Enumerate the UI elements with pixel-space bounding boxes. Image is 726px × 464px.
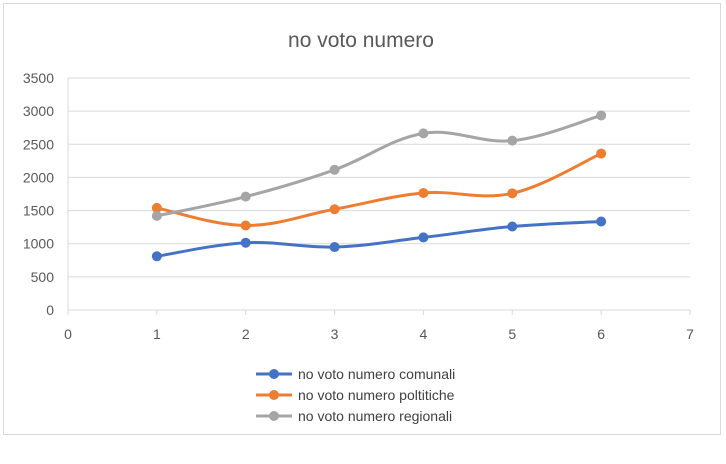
x-tick-label: 5	[508, 326, 516, 342]
data-point	[418, 188, 429, 199]
legend-swatch-marker	[269, 390, 279, 400]
y-tick-label: 0	[46, 302, 54, 318]
data-point	[596, 216, 607, 227]
data-point	[329, 242, 340, 253]
data-point	[507, 221, 518, 232]
data-point	[507, 135, 518, 146]
series-line	[155, 220, 603, 258]
x-tick-label: 0	[64, 326, 72, 342]
series-2	[151, 148, 607, 231]
legend-item: no voto numero poltitiche	[256, 387, 455, 403]
data-point	[151, 210, 162, 221]
data-point	[329, 164, 340, 175]
data-point	[418, 128, 429, 139]
data-point	[418, 232, 429, 243]
y-tick-label: 1500	[23, 203, 54, 219]
series-1	[151, 216, 607, 262]
gridlines	[67, 77, 690, 311]
series-3	[151, 110, 607, 221]
legend-label: no voto numero comunali	[298, 366, 455, 382]
data-point	[329, 204, 340, 215]
x-tick-label: 1	[153, 326, 161, 342]
y-tick-label: 3000	[23, 103, 54, 119]
chart-title: no voto numero	[288, 29, 434, 52]
data-point	[240, 220, 251, 231]
legend-item: no voto numero comunali	[256, 366, 455, 382]
x-axis-ticks: 0 1 2 3 4 5 6 7	[64, 310, 694, 342]
legend-label: no voto numero regionali	[298, 408, 452, 424]
series-line	[155, 113, 603, 218]
data-point	[240, 237, 251, 248]
x-tick-label: 7	[686, 326, 694, 342]
y-tick-label: 3500	[23, 70, 54, 86]
data-point	[240, 191, 251, 202]
legend-label: no voto numero poltitiche	[298, 387, 455, 403]
y-tick-label: 500	[31, 269, 55, 285]
legend-swatch-marker	[269, 369, 279, 379]
x-tick-label: 6	[597, 326, 605, 342]
series-line	[155, 152, 603, 227]
y-tick-label: 2500	[23, 136, 54, 152]
y-axis-ticks: 0 500 1000 1500 2000 2500 3000 3500	[23, 70, 54, 318]
data-point	[151, 251, 162, 262]
data-point	[596, 110, 607, 121]
data-point	[596, 148, 607, 159]
x-tick-label: 3	[331, 326, 339, 342]
y-tick-label: 1000	[23, 236, 54, 252]
series-lines	[151, 110, 607, 262]
legend-item: no voto numero regionali	[256, 408, 452, 424]
data-point	[151, 202, 162, 213]
x-tick-label: 2	[242, 326, 250, 342]
data-point	[507, 188, 518, 199]
legend-swatch-marker	[269, 411, 279, 421]
y-tick-label: 2000	[23, 169, 54, 185]
x-tick-label: 4	[420, 326, 428, 342]
legend: no voto numero comunali no voto numero po…	[256, 366, 455, 424]
